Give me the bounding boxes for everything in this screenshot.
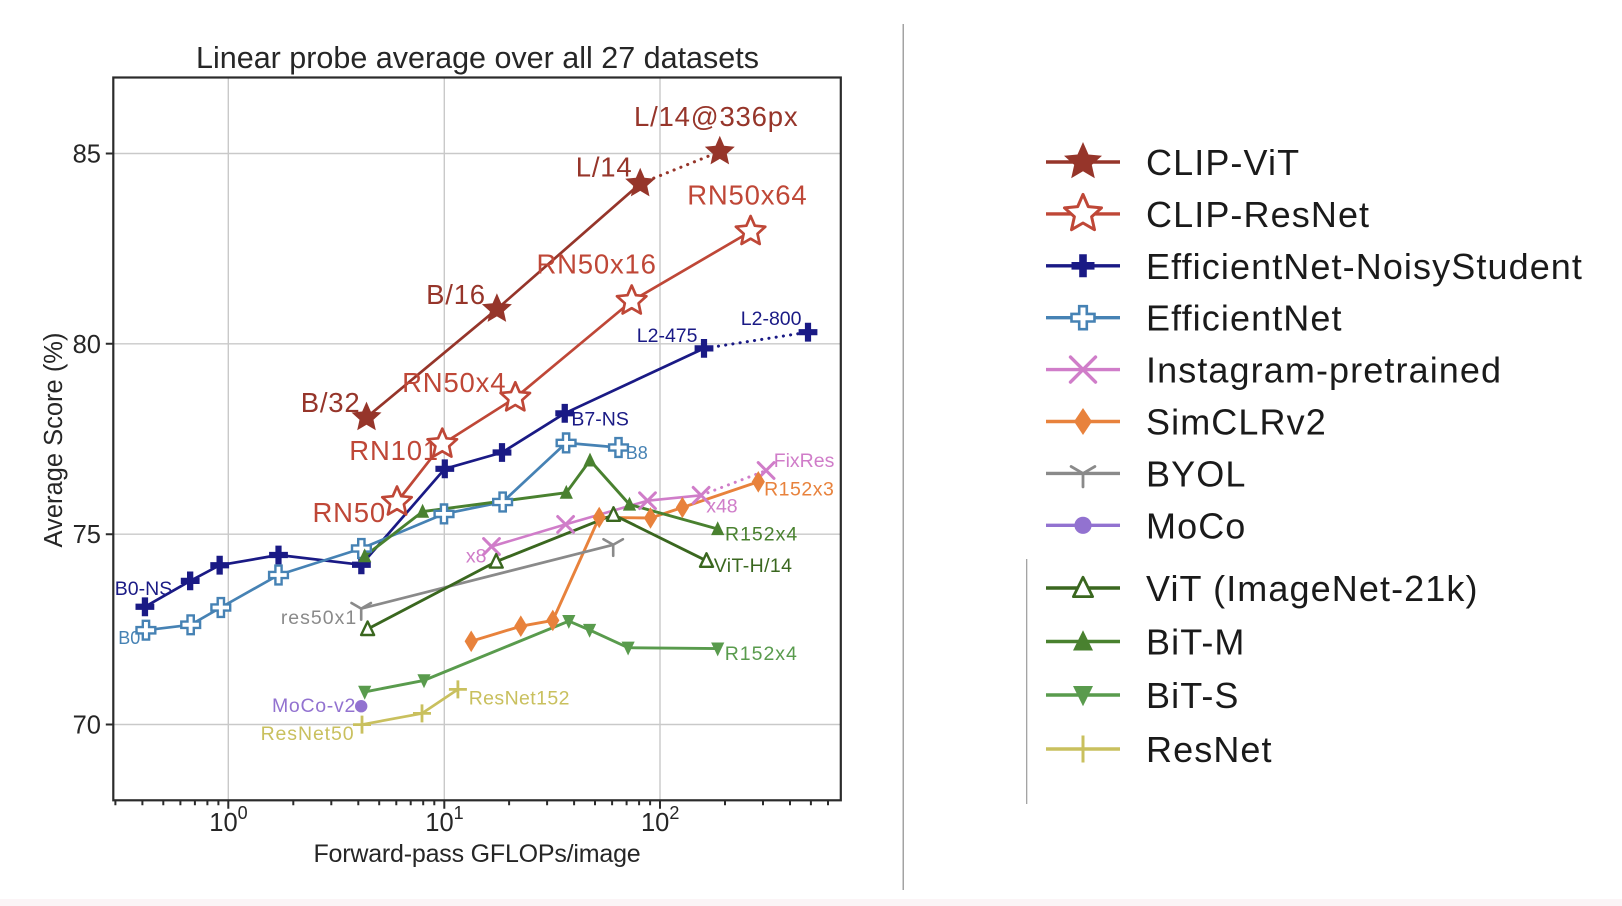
svg-text:Forward-pass GFLOPs/image: Forward-pass GFLOPs/image: [313, 840, 640, 868]
svg-text:RN50x64: RN50x64: [687, 179, 807, 210]
svg-text:Instagram-pretrained: Instagram-pretrained: [1146, 350, 1502, 391]
svg-text:ResNet50: ResNet50: [261, 723, 355, 745]
svg-text:FixRes: FixRes: [774, 450, 835, 472]
svg-text:L2-800: L2-800: [741, 308, 802, 330]
svg-text:B7-NS: B7-NS: [571, 409, 628, 431]
svg-text:B/32: B/32: [301, 387, 361, 418]
svg-text:BiT-M: BiT-M: [1146, 622, 1246, 663]
svg-text:RN50: RN50: [312, 497, 386, 528]
svg-text:80: 80: [73, 331, 101, 359]
svg-text:L/14@336px: L/14@336px: [634, 101, 798, 132]
svg-text:ViT-H/14: ViT-H/14: [714, 555, 793, 577]
svg-text:R152x4: R152x4: [725, 524, 798, 546]
svg-text:75: 75: [73, 521, 101, 549]
svg-text:BiT-S: BiT-S: [1146, 675, 1240, 716]
svg-text:CLIP-ResNet: CLIP-ResNet: [1146, 194, 1370, 235]
svg-text:res50x1: res50x1: [281, 607, 357, 629]
svg-text:R152x3: R152x3: [764, 479, 834, 501]
svg-text:x8: x8: [466, 546, 487, 568]
svg-text:Average Score (%): Average Score (%): [40, 333, 68, 548]
svg-text:B0-NS: B0-NS: [115, 578, 172, 600]
svg-text:EfficientNet: EfficientNet: [1146, 298, 1343, 339]
svg-text:SimCLRv2: SimCLRv2: [1146, 402, 1327, 443]
svg-text:MoCo-v2: MoCo-v2: [272, 695, 356, 717]
svg-text:x48: x48: [706, 495, 737, 517]
svg-text:B0: B0: [118, 628, 140, 648]
svg-text:100: 100: [209, 803, 247, 837]
svg-text:85: 85: [73, 141, 101, 169]
svg-text:BYOL: BYOL: [1146, 453, 1246, 494]
svg-text:L2-475: L2-475: [637, 325, 698, 347]
svg-text:CLIP-ViT: CLIP-ViT: [1146, 142, 1300, 183]
svg-text:MoCo: MoCo: [1146, 505, 1246, 546]
svg-text:RN101: RN101: [349, 435, 439, 466]
svg-text:EfficientNet-NoisyStudent: EfficientNet-NoisyStudent: [1146, 246, 1583, 287]
svg-text:Linear probe average over all: Linear probe average over all 27 dataset…: [196, 41, 759, 75]
svg-text:ResNet152: ResNet152: [469, 688, 570, 710]
svg-text:L/14: L/14: [576, 152, 633, 183]
svg-text:RN50x4: RN50x4: [402, 367, 506, 398]
svg-text:70: 70: [73, 712, 101, 740]
svg-text:R152x4: R152x4: [725, 643, 798, 665]
svg-text:B/16: B/16: [426, 279, 486, 310]
svg-text:B8: B8: [626, 443, 648, 463]
svg-text:RN50x16: RN50x16: [536, 249, 656, 280]
svg-text:ViT (ImageNet-21k): ViT (ImageNet-21k): [1146, 568, 1479, 609]
svg-text:ResNet: ResNet: [1146, 729, 1273, 770]
